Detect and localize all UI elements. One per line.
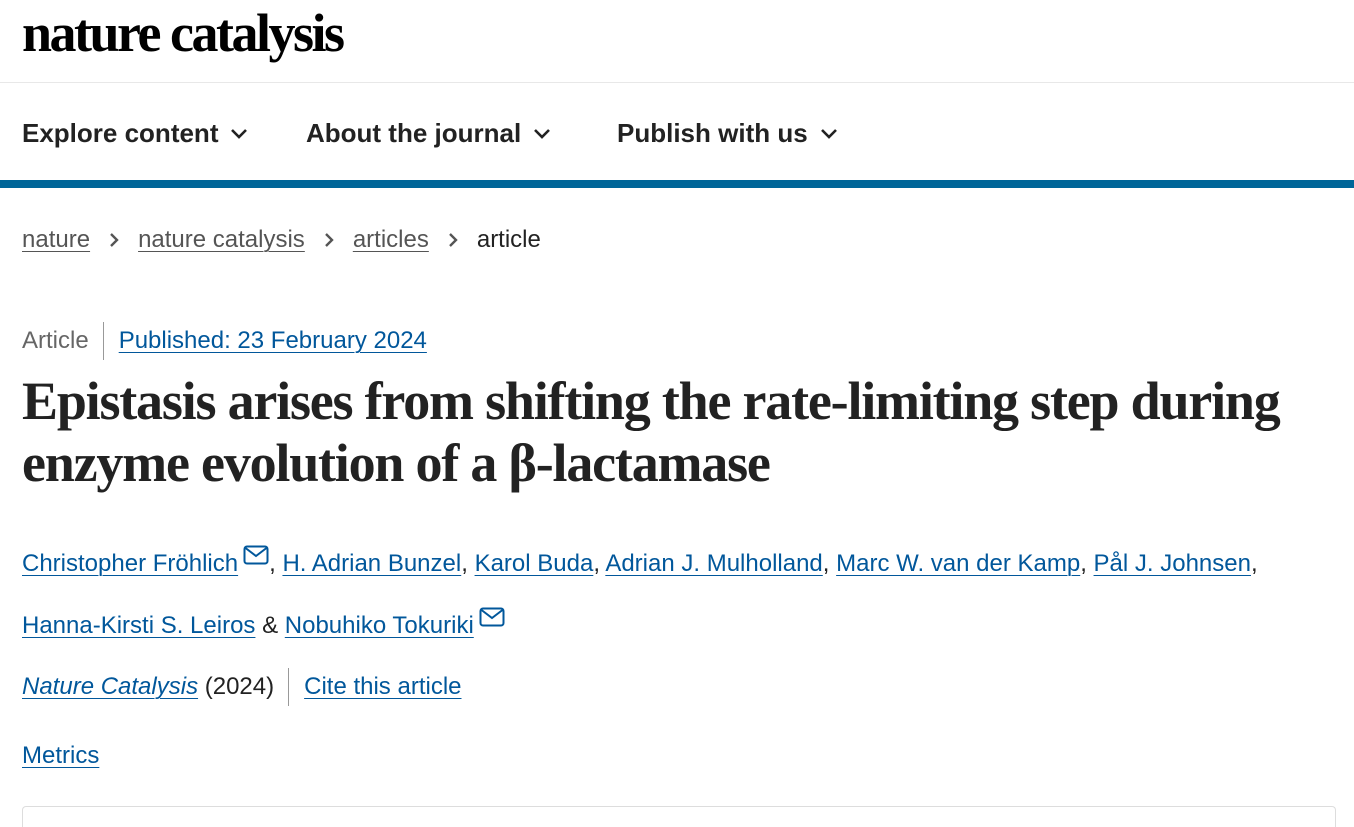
content-panel-edge bbox=[22, 806, 1336, 827]
journal-logo[interactable]: nature catalysis bbox=[22, 3, 345, 63]
cite-this-article-link[interactable]: Cite this article bbox=[304, 673, 462, 700]
envelope-icon[interactable] bbox=[243, 530, 269, 586]
chevron-right-icon bbox=[447, 231, 459, 249]
nav-about-journal[interactable]: About the journal bbox=[306, 118, 551, 149]
breadcrumb: nature nature catalysis articles article bbox=[22, 226, 541, 254]
chevron-right-icon bbox=[323, 231, 335, 249]
author-list: Christopher Fröhlich, H. Adrian Bunzel, … bbox=[22, 530, 1332, 654]
metrics-link[interactable]: Metrics bbox=[22, 742, 100, 769]
author-link[interactable]: Pål J. Johnsen bbox=[1093, 550, 1251, 577]
nav-item-label: About the journal bbox=[306, 118, 522, 148]
breadcrumb-current: article bbox=[476, 226, 541, 253]
journal-citation-line: Nature Catalysis (2024) Cite this articl… bbox=[22, 668, 462, 706]
nav-item-label: Publish with us bbox=[617, 118, 808, 148]
envelope-icon[interactable] bbox=[479, 592, 505, 648]
author-link[interactable]: Adrian J. Mulholland bbox=[605, 550, 823, 577]
article-meta: Article Published: 23 February 2024 bbox=[22, 322, 427, 360]
metrics-section: Metrics bbox=[22, 742, 99, 770]
breadcrumb-articles[interactable]: articles bbox=[352, 226, 429, 253]
chevron-down-icon bbox=[231, 128, 248, 139]
nav-item-label: Explore content bbox=[22, 118, 219, 148]
article-type: Article bbox=[22, 322, 104, 360]
author-link[interactable]: H. Adrian Bunzel bbox=[282, 550, 462, 577]
author-link[interactable]: Marc W. van der Kamp bbox=[836, 550, 1081, 577]
journal-info: Nature Catalysis (2024) bbox=[22, 668, 290, 706]
author-separator: , bbox=[269, 550, 283, 577]
published-date-link[interactable]: Published: 23 February 2024 bbox=[118, 327, 427, 354]
article-title: Epistasis arises from shifting the rate-… bbox=[22, 371, 1281, 493]
breadcrumb-nature-catalysis[interactable]: nature catalysis bbox=[138, 226, 305, 253]
author-link[interactable]: Nobuhiko Tokuriki bbox=[284, 612, 474, 639]
accent-bar bbox=[0, 180, 1354, 188]
author-separator: & bbox=[255, 612, 285, 639]
site-header: nature catalysis bbox=[0, 0, 1354, 83]
publication-year: (2024) bbox=[204, 673, 275, 700]
breadcrumb-nature[interactable]: nature bbox=[22, 226, 91, 253]
author-link[interactable]: Christopher Fröhlich bbox=[22, 550, 239, 577]
journal-link[interactable]: Nature Catalysis bbox=[22, 673, 199, 700]
chevron-down-icon bbox=[534, 128, 551, 139]
author-separator: , bbox=[593, 550, 606, 577]
author-separator: , bbox=[1250, 550, 1258, 577]
author-separator: , bbox=[1080, 550, 1094, 577]
nav-publish-with-us[interactable]: Publish with us bbox=[617, 118, 838, 149]
nav-explore-content[interactable]: Explore content bbox=[22, 118, 248, 149]
chevron-right-icon bbox=[108, 231, 120, 249]
author-link[interactable]: Hanna-Kirsti S. Leiros bbox=[22, 612, 256, 639]
main-nav: Explore content About the journal Publis… bbox=[0, 84, 1354, 180]
author-link[interactable]: Karol Buda bbox=[474, 550, 594, 577]
chevron-down-icon bbox=[820, 128, 837, 139]
author-separator: , bbox=[461, 550, 475, 577]
author-separator: , bbox=[822, 550, 837, 577]
